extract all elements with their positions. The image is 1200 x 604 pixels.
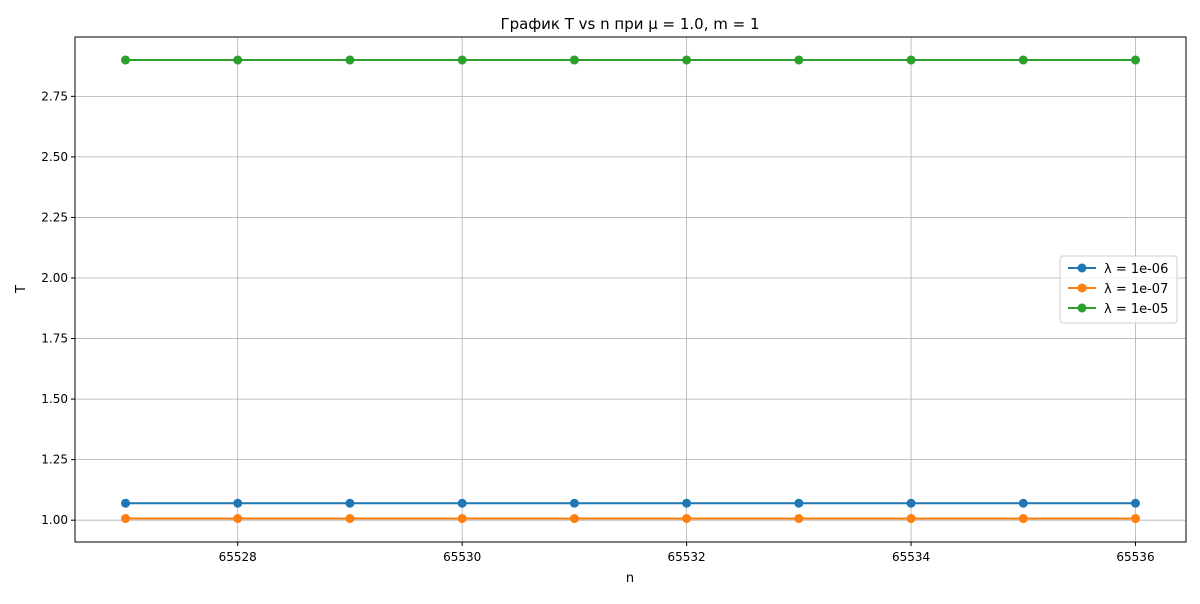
- x-tick-label: 65532: [668, 550, 706, 564]
- y-axis-label: T: [14, 285, 29, 294]
- legend-label: λ = 1e-05: [1104, 302, 1168, 317]
- data-point: [345, 498, 355, 508]
- data-point: [345, 514, 355, 524]
- y-tick-label: 2.75: [41, 89, 68, 103]
- data-point: [794, 498, 804, 508]
- legend-label: λ = 1e-07: [1104, 282, 1168, 297]
- data-point: [682, 55, 692, 65]
- plot-frame: [74, 36, 1187, 543]
- data-point: [233, 55, 243, 65]
- series-3: [121, 55, 1140, 65]
- data-point: [345, 55, 355, 65]
- data-point: [121, 514, 130, 524]
- chart-title: График T vs n при μ = 1.0, m = 1: [500, 15, 759, 33]
- data-point: [457, 498, 467, 508]
- data-point: [457, 55, 467, 65]
- data-point: [457, 514, 467, 524]
- series-1: [121, 498, 1140, 508]
- x-tick-label: 65534: [892, 550, 930, 564]
- y-tick-label: 1.50: [41, 392, 68, 406]
- grid-lines: [75, 37, 1186, 542]
- y-tick-label: 1.25: [41, 453, 68, 467]
- data-point: [682, 498, 692, 508]
- data-point: [682, 514, 692, 524]
- data-point: [906, 514, 916, 524]
- legend-label: λ = 1e-06: [1104, 262, 1168, 277]
- series-layer: [121, 55, 1140, 524]
- data-point: [233, 514, 243, 524]
- legend-box: [1059, 255, 1178, 324]
- data-point: [1018, 498, 1028, 508]
- data-point: [794, 514, 804, 524]
- data-point: [121, 55, 130, 65]
- legend-marker: [1077, 283, 1087, 293]
- data-point: [569, 498, 579, 508]
- axis-ticks: 65528 65530 65532 65534 65536 1.00 1.25 1.50 1.7…: [41, 89, 1154, 564]
- data-point: [1018, 514, 1028, 524]
- data-point: [233, 498, 243, 508]
- legend-marker: [1077, 303, 1087, 313]
- legend-marker: [1077, 263, 1087, 273]
- y-tick-label: 1.00: [41, 513, 68, 527]
- data-point: [569, 514, 579, 524]
- x-tick-label: 65536: [1116, 550, 1154, 564]
- y-tick-label: 2.00: [41, 271, 68, 285]
- x-tick-label: 65530: [443, 550, 481, 564]
- y-tick-label: 2.50: [41, 150, 68, 164]
- series-2: [121, 514, 1140, 524]
- data-point: [906, 498, 916, 508]
- data-point: [1131, 55, 1140, 65]
- y-tick-label: 1.75: [41, 332, 68, 346]
- x-axis-label: n: [626, 571, 634, 586]
- x-tick-label: 65528: [219, 550, 257, 564]
- data-point: [1131, 498, 1140, 508]
- data-point: [569, 55, 579, 65]
- data-point: [1131, 514, 1140, 524]
- data-point: [121, 498, 130, 508]
- data-point: [1018, 55, 1028, 65]
- data-point: [906, 55, 916, 65]
- legend: λ = 1e-06 λ = 1e-07 λ = 1e-05: [1059, 255, 1178, 324]
- data-point: [794, 55, 804, 65]
- y-tick-label: 2.25: [41, 210, 68, 224]
